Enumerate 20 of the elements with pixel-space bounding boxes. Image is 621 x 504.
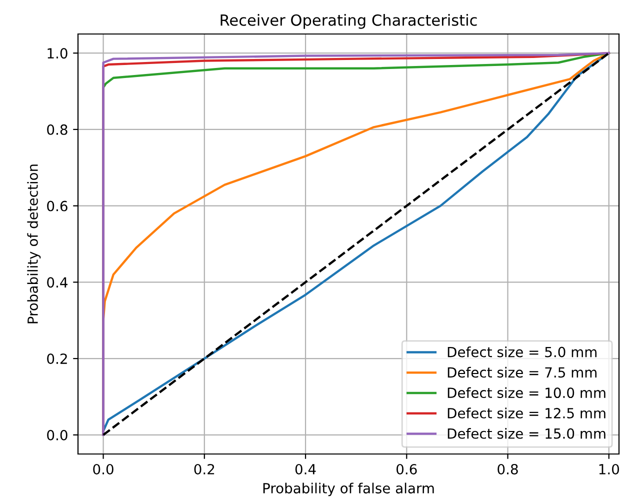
- x-tick-label: 0.4: [295, 464, 316, 474]
- legend-label: Defect size = 12.5 mm: [448, 408, 606, 418]
- x-tick-label: 1.0: [599, 464, 620, 474]
- y-tick-label: 0.4: [47, 277, 68, 288]
- legend-label: Defect size = 10.0 mm: [448, 387, 606, 398]
- legend-label: Defect size = 5.0 mm: [448, 346, 596, 358]
- y-tick-label: 0.6: [47, 200, 68, 212]
- chart-title: Receiver Operating Characteristic: [220, 14, 477, 29]
- x-tick-label: 0.0: [93, 464, 114, 474]
- y-axis-title: Probability of detection: [27, 164, 41, 324]
- x-tick-label: 0.8: [498, 464, 518, 474]
- x-axis-title: Probability of false alarm: [263, 482, 434, 496]
- x-tick-label: 0.2: [194, 464, 214, 474]
- y-tick-label: 0.2: [47, 354, 67, 364]
- y-tick-label: 0.0: [47, 430, 68, 440]
- legend-label: Defect size = 7.5 mm: [448, 366, 596, 378]
- y-tick-label: 1.0: [48, 48, 68, 59]
- x-tick-label: 0.6: [396, 464, 417, 474]
- y-tick-label: 0.8: [47, 124, 68, 135]
- legend-label: Defect size = 15.0 mm: [448, 428, 606, 439]
